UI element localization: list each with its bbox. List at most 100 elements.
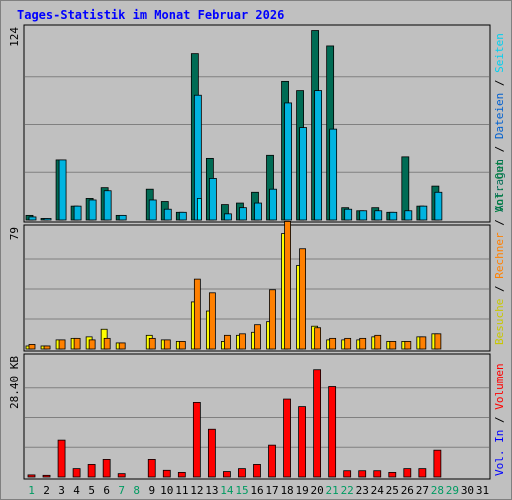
panel-2: 79 xyxy=(8,221,491,352)
legend-vol-out: Vol. Out xyxy=(493,160,506,213)
bar-volumen-day-4 xyxy=(72,468,81,478)
x-tick-day-24: 24 xyxy=(371,484,385,497)
panel-3-max-label: 28.40 KB xyxy=(8,356,21,409)
legend-besuche: Besuche xyxy=(493,299,506,345)
panel-1: 124 xyxy=(8,24,491,223)
bar-dateien-day-10 xyxy=(163,208,172,221)
bar-rechner-day-18 xyxy=(284,221,291,350)
bar-rechner-day-19 xyxy=(299,248,306,350)
bar-rechner-day-28 xyxy=(434,333,442,350)
x-tick-day-27: 27 xyxy=(416,484,429,497)
legend-separator: / xyxy=(493,213,506,233)
bar-rechner-day-21 xyxy=(329,337,337,350)
bar-volumen-day-26 xyxy=(403,468,412,478)
x-tick-day-16: 16 xyxy=(250,484,263,497)
bar-dateien-day-5 xyxy=(88,199,97,221)
bar-volumen-day-9 xyxy=(147,459,156,478)
bar-volumen-day-27 xyxy=(418,468,427,478)
bar-dateien-day-24 xyxy=(374,210,383,221)
bar-rechner-day-15 xyxy=(239,333,246,350)
bar-volumen-day-22 xyxy=(343,470,352,478)
x-tick-day-21: 21 xyxy=(326,484,339,497)
bar-rechner-day-22 xyxy=(344,337,352,350)
bar-volumen-day-25 xyxy=(388,471,397,478)
x-tick-day-22: 22 xyxy=(341,484,354,497)
bar-volumen-day-20 xyxy=(313,369,322,478)
panel-1-max-label: 124 xyxy=(8,27,21,47)
bar-rechner-day-1 xyxy=(28,344,36,350)
bar-dateien-day-9 xyxy=(148,199,157,221)
bar-volumen-day-12 xyxy=(192,402,201,478)
bar-dateien-day-1 xyxy=(28,216,37,221)
x-tick-day-13: 13 xyxy=(205,484,218,497)
bar-rechner-day-13 xyxy=(208,292,216,350)
x-tick-day-19: 19 xyxy=(295,484,308,497)
x-tick-day-5: 5 xyxy=(88,484,95,497)
legend-seiten: Seiten xyxy=(493,33,506,73)
x-tick-day-18: 18 xyxy=(280,484,293,497)
bar-seiten-day-12 xyxy=(196,198,202,221)
bar-dateien-day-22 xyxy=(344,208,353,221)
legend-panel-1: Anfragen / Dateien / Seiten xyxy=(493,33,506,212)
x-tick-day-30: 30 xyxy=(461,484,474,497)
bar-dateien-day-19 xyxy=(299,127,307,221)
bar-rechner-day-26 xyxy=(404,341,412,350)
x-tick-day-15: 15 xyxy=(235,484,248,497)
bar-volumen-day-11 xyxy=(177,471,186,478)
bar-rechner-day-25 xyxy=(389,341,397,350)
bar-dateien-day-27 xyxy=(419,205,428,221)
panel-3-plot-area xyxy=(23,353,491,480)
bar-rechner-day-12 xyxy=(193,278,201,350)
legend-rechner: Rechner xyxy=(493,232,506,279)
legend-separator: / xyxy=(493,73,506,93)
legend-volumen: Volumen xyxy=(493,363,506,409)
x-tick-day-28: 28 xyxy=(431,484,444,497)
bar-volumen-day-28 xyxy=(433,449,442,478)
bar-volumen-day-23 xyxy=(358,470,367,478)
x-tick-day-10: 10 xyxy=(160,484,173,497)
bar-dateien-day-6 xyxy=(103,190,112,221)
bar-dateien-day-20 xyxy=(314,90,323,221)
panel-3: 28.40 KB xyxy=(8,353,491,480)
bar-volumen-day-5 xyxy=(87,464,96,478)
bar-rechner-day-6 xyxy=(103,337,111,350)
bar-rechner-day-20 xyxy=(314,327,322,350)
bar-dateien-day-2 xyxy=(43,218,52,221)
x-tick-day-17: 17 xyxy=(265,484,278,497)
bar-volumen-day-24 xyxy=(373,470,382,478)
legend-dateien: Dateien xyxy=(493,93,506,139)
bar-rechner-day-17 xyxy=(269,289,276,350)
bar-dateien-day-17 xyxy=(269,188,277,221)
bar-dateien-day-18 xyxy=(284,102,292,221)
bar-dateien-day-11 xyxy=(178,211,187,221)
x-tick-day-6: 6 xyxy=(103,484,110,497)
bar-dateien-day-21 xyxy=(329,128,338,221)
x-tick-day-9: 9 xyxy=(148,484,155,497)
x-tick-day-29: 29 xyxy=(446,484,459,497)
x-tick-day-26: 26 xyxy=(401,484,414,497)
x-tick-day-23: 23 xyxy=(356,484,369,497)
x-tick-day-4: 4 xyxy=(73,484,80,497)
bar-volumen-day-13 xyxy=(207,428,216,478)
bar-volumen-day-7 xyxy=(117,473,126,478)
bar-rechner-day-14 xyxy=(224,334,231,350)
x-tick-day-2: 2 xyxy=(43,484,50,497)
bar-volumen-day-17 xyxy=(268,444,276,478)
panel-2-max-label: 79 xyxy=(8,227,21,240)
bar-dateien-day-3 xyxy=(58,159,67,221)
bar-dateien-day-15 xyxy=(239,207,247,221)
bar-volumen-day-10 xyxy=(162,469,171,478)
bar-rechner-day-27 xyxy=(419,336,427,350)
bar-volumen-day-1 xyxy=(27,474,36,478)
x-tick-day-31: 31 xyxy=(476,484,489,497)
bar-volumen-day-19 xyxy=(298,406,306,478)
x-tick-day-3: 3 xyxy=(58,484,65,497)
bar-rechner-day-3 xyxy=(58,339,66,350)
x-tick-day-1: 1 xyxy=(28,484,35,497)
bar-dateien-day-28 xyxy=(434,191,443,221)
bar-volumen-day-18 xyxy=(283,398,291,478)
legend-separator: / xyxy=(493,279,506,299)
bar-volumen-day-3 xyxy=(57,439,66,478)
legend-panel-2: Besuche / Rechner / Vol. Out xyxy=(493,160,506,345)
